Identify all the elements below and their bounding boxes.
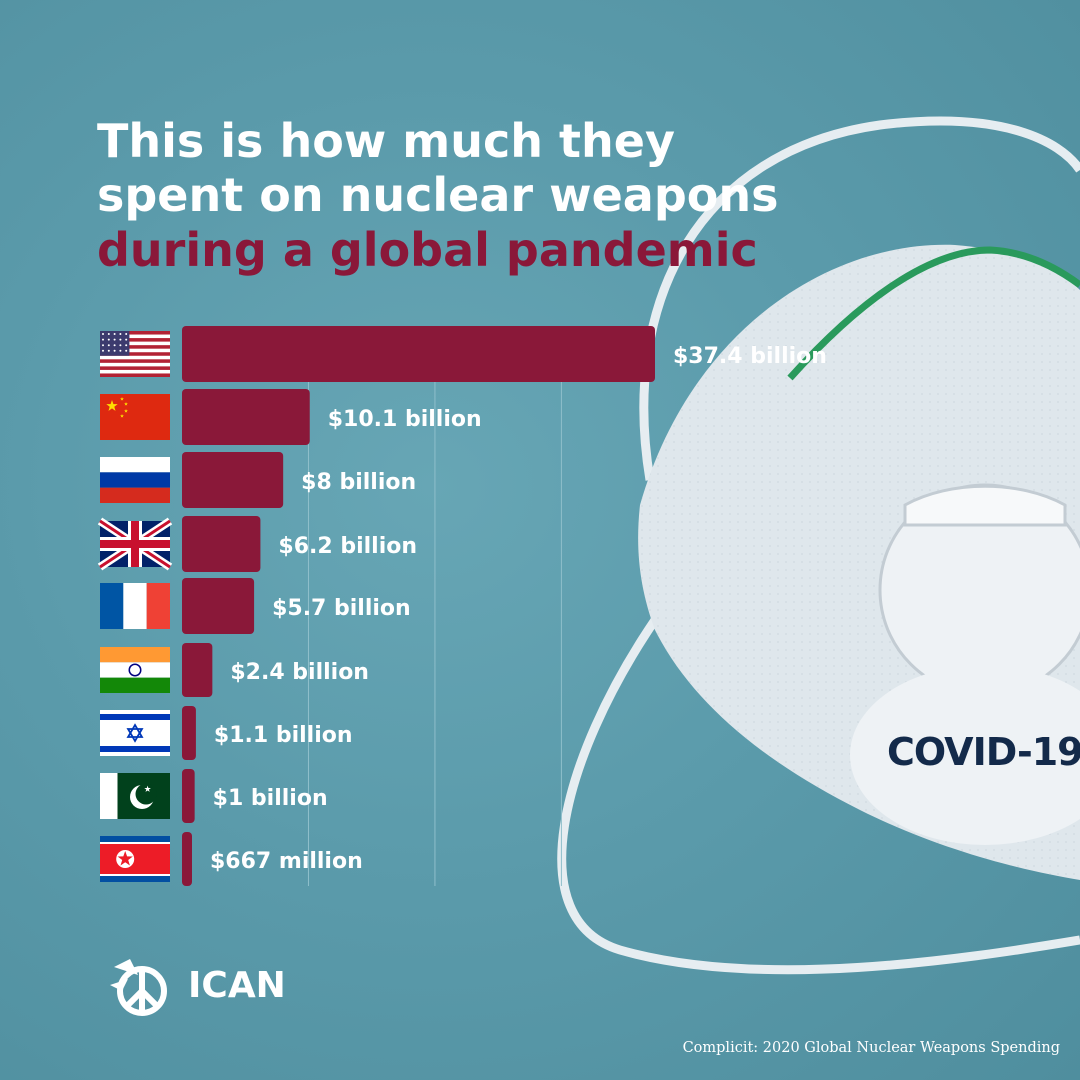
flag-usa-icon <box>100 331 170 377</box>
title-line-2: spent on nuclear weapons <box>97 168 779 222</box>
value-label: $1 billion <box>213 786 328 811</box>
title-line-3: during a global pandemic <box>97 223 758 277</box>
bar-north-korea <box>182 832 192 886</box>
flag-uk-icon <box>97 517 173 571</box>
mask-label-patch <box>850 665 1080 845</box>
value-label: $1.1 billion <box>214 723 353 748</box>
bar-china <box>182 389 310 445</box>
flag-india-icon <box>100 647 170 693</box>
source-note: Complicit: 2020 Global Nuclear Weapons S… <box>682 1040 1060 1056</box>
bar-india <box>182 643 213 697</box>
bar-france <box>182 578 255 634</box>
flags <box>97 331 173 882</box>
flag-russia-icon <box>100 457 170 503</box>
bar-russia <box>182 452 284 508</box>
bars <box>182 326 655 886</box>
bar-usa <box>182 326 655 382</box>
flag-israel-icon <box>100 710 170 756</box>
value-labels: $37.4 billion $10.1 billion $8 billion $6.2… <box>210 344 827 874</box>
value-label: $667 million <box>210 849 363 874</box>
value-label: $10.1 billion <box>328 407 482 432</box>
nose-strip <box>787 246 1080 381</box>
flag-pakistan-icon <box>100 773 170 819</box>
value-label: $6.2 billion <box>278 534 417 559</box>
value-label: $5.7 billion <box>272 596 411 621</box>
title-line-1: This is how much they <box>97 114 675 168</box>
ican-logo: ICAN <box>108 955 288 1025</box>
value-label: $2.4 billion <box>230 660 369 685</box>
mask-label: COVID-19 <box>887 730 1080 774</box>
flag-france-icon <box>100 583 170 629</box>
flag-north-korea-icon <box>100 836 170 882</box>
logo-text: ICAN <box>188 965 286 1006</box>
bar-uk <box>182 516 261 572</box>
bar-israel <box>182 706 196 760</box>
value-label: $8 billion <box>301 470 416 495</box>
ear-loop-bottom <box>557 617 1080 975</box>
value-label: $37.4 billion <box>673 344 827 369</box>
dove-nuclear-symbol-icon <box>110 959 167 1016</box>
flag-china-icon <box>100 394 170 440</box>
bar-pakistan <box>182 769 195 823</box>
